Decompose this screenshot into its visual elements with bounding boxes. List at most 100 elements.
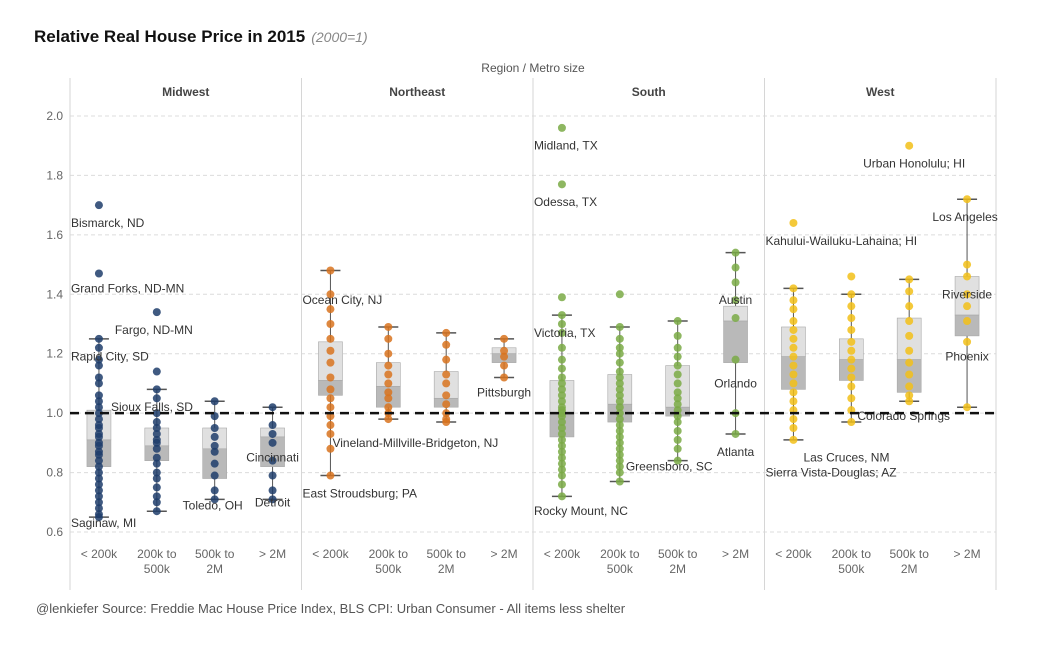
region-metro-header: Region / Metro size bbox=[481, 61, 585, 75]
data-point bbox=[847, 290, 856, 299]
data-point bbox=[905, 287, 914, 296]
data-point bbox=[847, 373, 856, 382]
point-annotation: Fargo, ND-MN bbox=[115, 323, 193, 337]
data-point bbox=[905, 275, 914, 284]
data-point bbox=[789, 435, 798, 444]
data-point bbox=[615, 415, 624, 424]
data-point bbox=[905, 317, 914, 326]
data-point bbox=[152, 409, 161, 418]
data-point bbox=[963, 317, 972, 326]
y-tick-label: 2.0 bbox=[46, 109, 63, 123]
data-point bbox=[326, 471, 335, 480]
data-point bbox=[615, 349, 624, 358]
source-footer: @lenkiefer Source: Freddie Mac House Pri… bbox=[36, 601, 626, 616]
data-point bbox=[210, 495, 219, 504]
data-point bbox=[557, 453, 566, 462]
data-point bbox=[210, 441, 219, 450]
data-point bbox=[500, 352, 509, 361]
data-point bbox=[94, 403, 103, 412]
point-annotation: Grand Forks, ND-MN bbox=[71, 281, 184, 295]
point-annotation: Urban Honolulu; HI bbox=[863, 157, 965, 171]
data-point bbox=[557, 492, 566, 501]
point-annotation: Los Angeles bbox=[932, 210, 997, 224]
data-point bbox=[905, 302, 914, 311]
point-annotation: Sierra Vista-Douglas; AZ bbox=[765, 466, 896, 480]
data-point bbox=[94, 334, 103, 343]
data-point bbox=[789, 343, 798, 352]
data-point bbox=[731, 278, 740, 287]
x-tick-label: < 200k bbox=[544, 547, 581, 561]
data-point bbox=[557, 379, 566, 388]
data-point bbox=[963, 195, 972, 204]
data-point bbox=[905, 346, 914, 355]
data-point bbox=[94, 450, 103, 459]
data-point bbox=[326, 444, 335, 453]
x-tick-label: > 2M bbox=[722, 547, 749, 561]
data-point bbox=[905, 370, 914, 379]
point-annotation: Pittsburgh bbox=[477, 385, 531, 399]
data-point bbox=[94, 432, 103, 441]
data-point bbox=[615, 421, 624, 430]
data-point bbox=[731, 429, 740, 438]
data-point bbox=[268, 421, 277, 430]
data-point bbox=[326, 385, 335, 394]
data-point bbox=[152, 459, 161, 468]
data-point bbox=[500, 361, 509, 370]
chart-subtitle: (2000=1) bbox=[311, 29, 368, 45]
point-annotation: Detroit bbox=[255, 495, 291, 509]
point-annotation: Vineland-Millville-Bridgeton, NJ bbox=[332, 436, 498, 450]
data-point bbox=[152, 483, 161, 492]
data-point bbox=[615, 450, 624, 459]
point-annotation: Toledo, OH bbox=[183, 498, 243, 512]
point-annotation: Rapid City, SD bbox=[71, 350, 149, 364]
data-point bbox=[94, 468, 103, 477]
data-point bbox=[384, 394, 393, 403]
data-point bbox=[557, 328, 566, 337]
data-point bbox=[152, 429, 161, 438]
data-point bbox=[673, 331, 682, 340]
data-point bbox=[673, 370, 682, 379]
data-point bbox=[384, 322, 393, 331]
data-point bbox=[94, 456, 103, 465]
data-point bbox=[557, 364, 566, 373]
data-point bbox=[152, 438, 161, 447]
data-point bbox=[673, 394, 682, 403]
data-point bbox=[268, 438, 277, 447]
data-point bbox=[94, 201, 103, 210]
data-point bbox=[847, 394, 856, 403]
data-point bbox=[442, 328, 451, 337]
data-point bbox=[963, 272, 972, 281]
data-point bbox=[152, 367, 161, 376]
data-point bbox=[789, 379, 798, 388]
data-point bbox=[210, 459, 219, 468]
data-point bbox=[384, 349, 393, 358]
data-point bbox=[615, 438, 624, 447]
x-tick-label: 500k bbox=[144, 562, 171, 576]
panel-header: West bbox=[866, 85, 894, 99]
data-point bbox=[789, 370, 798, 379]
y-tick-label: 1.8 bbox=[46, 168, 63, 182]
data-point bbox=[210, 471, 219, 480]
point-annotation: Cincinnati bbox=[246, 451, 299, 465]
data-point bbox=[673, 361, 682, 370]
data-point bbox=[94, 498, 103, 507]
data-point bbox=[615, 385, 624, 394]
data-point bbox=[326, 394, 335, 403]
data-point bbox=[268, 403, 277, 412]
data-point bbox=[94, 462, 103, 471]
data-point bbox=[615, 432, 624, 441]
data-point bbox=[789, 218, 798, 227]
data-point bbox=[847, 325, 856, 334]
data-point bbox=[557, 391, 566, 400]
data-point bbox=[152, 444, 161, 453]
data-point bbox=[94, 397, 103, 406]
data-point bbox=[615, 397, 624, 406]
point-annotation: Colorado Springs bbox=[857, 409, 950, 423]
x-tick-label: 200k to bbox=[832, 547, 872, 561]
x-tick-label: 500k to bbox=[658, 547, 698, 561]
data-point bbox=[152, 385, 161, 394]
data-point bbox=[94, 361, 103, 370]
point-annotation: Orlando bbox=[714, 376, 757, 390]
